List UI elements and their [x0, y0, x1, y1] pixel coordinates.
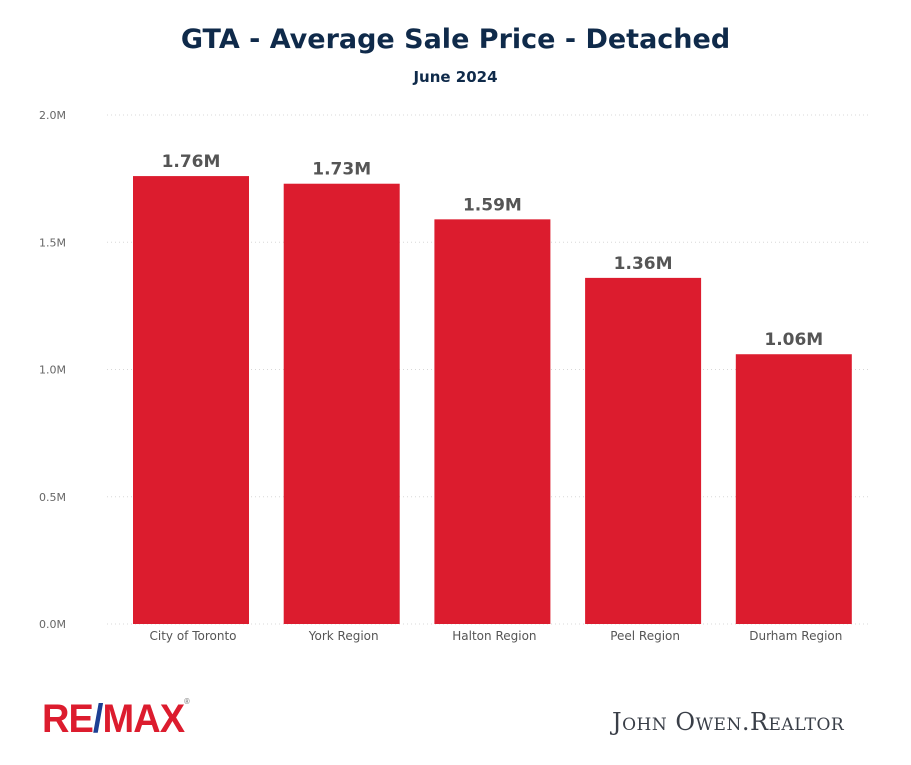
bar: [585, 277, 702, 624]
y-tick-label: 2.0M: [39, 109, 66, 122]
john-owen-realtor-logo: John Owen.Realtor: [612, 708, 845, 736]
bar: [735, 354, 852, 624]
y-tick-label: 1.5M: [39, 236, 66, 249]
bar: [133, 176, 249, 624]
chart-title: GTA - Average Sale Price - Detached: [180, 24, 731, 55]
bar: [434, 219, 551, 624]
chart-subtitle: June 2024: [413, 68, 498, 86]
x-tick-label: York Region: [308, 629, 379, 643]
remax-logo: RE/MAX®: [42, 697, 190, 741]
data-label: 1.06M: [764, 330, 823, 350]
x-tick-label: Halton Region: [452, 629, 536, 643]
data-label: 1.36M: [614, 254, 673, 274]
x-tick-label: Durham Region: [749, 629, 842, 643]
x-tick-label: City of Toronto: [149, 629, 236, 643]
data-label: 1.76M: [162, 152, 221, 172]
bar: [283, 183, 400, 624]
y-tick-label: 0.0M: [39, 618, 66, 631]
y-tick-label: 1.0M: [39, 364, 66, 377]
bar-chart: 0.0M 0.5M 1.0M 1.5M 2.0M 1.76M City of Toronto…: [39, 109, 870, 643]
y-tick-label: 0.5M: [39, 491, 66, 504]
data-label: 1.73M: [312, 160, 371, 180]
x-tick-label: Peel Region: [610, 629, 680, 643]
data-label: 1.59M: [463, 195, 522, 215]
